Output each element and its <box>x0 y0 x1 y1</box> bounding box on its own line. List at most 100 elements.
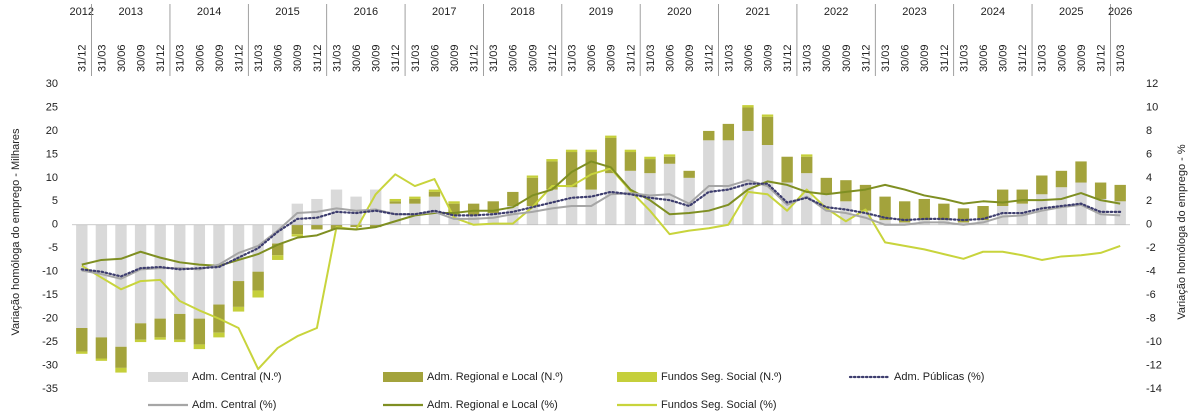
x-tick-label: 30/09 <box>684 44 696 72</box>
bar <box>487 213 499 225</box>
y-tick-label: 5 <box>52 195 58 207</box>
bar <box>448 203 460 216</box>
bar <box>585 189 597 225</box>
x-tick-label: 31/12 <box>782 44 794 72</box>
bar <box>801 173 813 225</box>
y2-tick-label: -12 <box>1146 359 1162 371</box>
bar <box>291 224 303 235</box>
y2-tick-label: -8 <box>1146 313 1156 325</box>
x-tick-label: 31/12 <box>860 44 872 72</box>
bar <box>957 208 970 223</box>
bar <box>1114 201 1126 225</box>
x-tick-label: 30/06 <box>743 44 755 72</box>
x-tick-label: 30/09 <box>1076 44 1088 72</box>
bar <box>585 152 597 190</box>
bar <box>507 191 519 206</box>
bar <box>213 332 225 338</box>
bar <box>742 105 754 108</box>
y-tick-label: 25 <box>46 101 58 113</box>
x-tick-label: 30/06 <box>978 44 990 72</box>
x-tick-label: 30/09 <box>606 44 618 72</box>
year-label: 2025 <box>1059 6 1083 18</box>
x-tick-label: 30/09 <box>135 44 147 72</box>
line <box>81 167 1121 371</box>
legend-label: Adm. Regional e Local (%) <box>427 399 558 411</box>
legend-label: Adm. Central (%) <box>192 399 276 411</box>
x-tick-label: 31/12 <box>77 44 89 72</box>
bar <box>409 196 421 199</box>
y-tick-label: -15 <box>42 289 58 301</box>
x-tick-label: 30/06 <box>194 44 206 72</box>
y2-tick-label: 8 <box>1146 125 1152 137</box>
y2-tick-label: 4 <box>1146 172 1152 184</box>
legend-label: Adm. Públicas (%) <box>894 371 984 383</box>
bar <box>174 339 186 343</box>
x-tick-label: 31/12 <box>233 44 245 72</box>
bar <box>801 156 813 174</box>
bar <box>546 161 558 190</box>
x-tick-label: 31/12 <box>1017 44 1029 72</box>
bar <box>193 224 206 319</box>
bar <box>95 337 108 359</box>
x-tick-label: 30/09 <box>449 44 461 72</box>
x-tick-label: 31/03 <box>645 44 657 72</box>
legend-swatch <box>617 372 657 382</box>
bar <box>761 114 774 117</box>
bar <box>977 206 989 221</box>
year-label: 2016 <box>354 6 378 18</box>
x-tick-label: 30/06 <box>116 44 128 72</box>
bar <box>1016 189 1028 204</box>
bar <box>76 351 88 354</box>
bar <box>742 107 754 131</box>
x-tick-label: 30/06 <box>900 44 912 72</box>
bar <box>526 206 539 225</box>
bar <box>938 203 950 221</box>
bar <box>996 206 1009 225</box>
year-label: 2015 <box>275 6 299 18</box>
line <box>80 182 1122 278</box>
bar <box>350 224 362 228</box>
legend-swatch <box>148 372 188 382</box>
y2-tick-label: -6 <box>1146 289 1156 301</box>
bar <box>546 159 558 162</box>
year-label: 2020 <box>667 6 691 18</box>
bar <box>115 367 127 373</box>
bar <box>252 290 264 298</box>
bar <box>330 189 343 225</box>
bar <box>154 337 166 340</box>
x-tick-label: 30/09 <box>371 44 383 72</box>
x-tick-label: 30/06 <box>821 44 833 72</box>
bar <box>448 201 460 204</box>
legend-label: Adm. Regional e Local (N.º) <box>427 371 563 383</box>
bar <box>722 123 735 141</box>
x-tick-label: 31/12 <box>547 44 559 72</box>
bar <box>879 220 891 225</box>
bar <box>193 344 206 350</box>
y-tick-label: 20 <box>46 125 58 137</box>
x-tick-label: 30/06 <box>508 44 520 72</box>
bar <box>879 196 891 221</box>
year-label: 2026 <box>1108 6 1132 18</box>
bar <box>232 306 245 312</box>
bar <box>1114 184 1126 202</box>
bar <box>605 173 617 225</box>
bar <box>996 189 1009 206</box>
bar <box>252 271 264 291</box>
bar <box>722 140 735 225</box>
bar <box>115 224 127 347</box>
bar <box>683 170 695 178</box>
bar <box>859 184 872 211</box>
bar <box>487 201 499 214</box>
bar <box>389 198 401 202</box>
y-tick-label: 30 <box>46 78 58 90</box>
bar <box>115 346 127 368</box>
bar <box>232 281 245 307</box>
bar <box>644 159 656 174</box>
bar <box>272 224 284 244</box>
bar <box>546 189 558 225</box>
bar <box>76 328 88 352</box>
x-tick-label: 31/03 <box>723 44 735 72</box>
y-tick-label: -35 <box>42 383 58 395</box>
x-tick-label: 31/12 <box>312 44 324 72</box>
